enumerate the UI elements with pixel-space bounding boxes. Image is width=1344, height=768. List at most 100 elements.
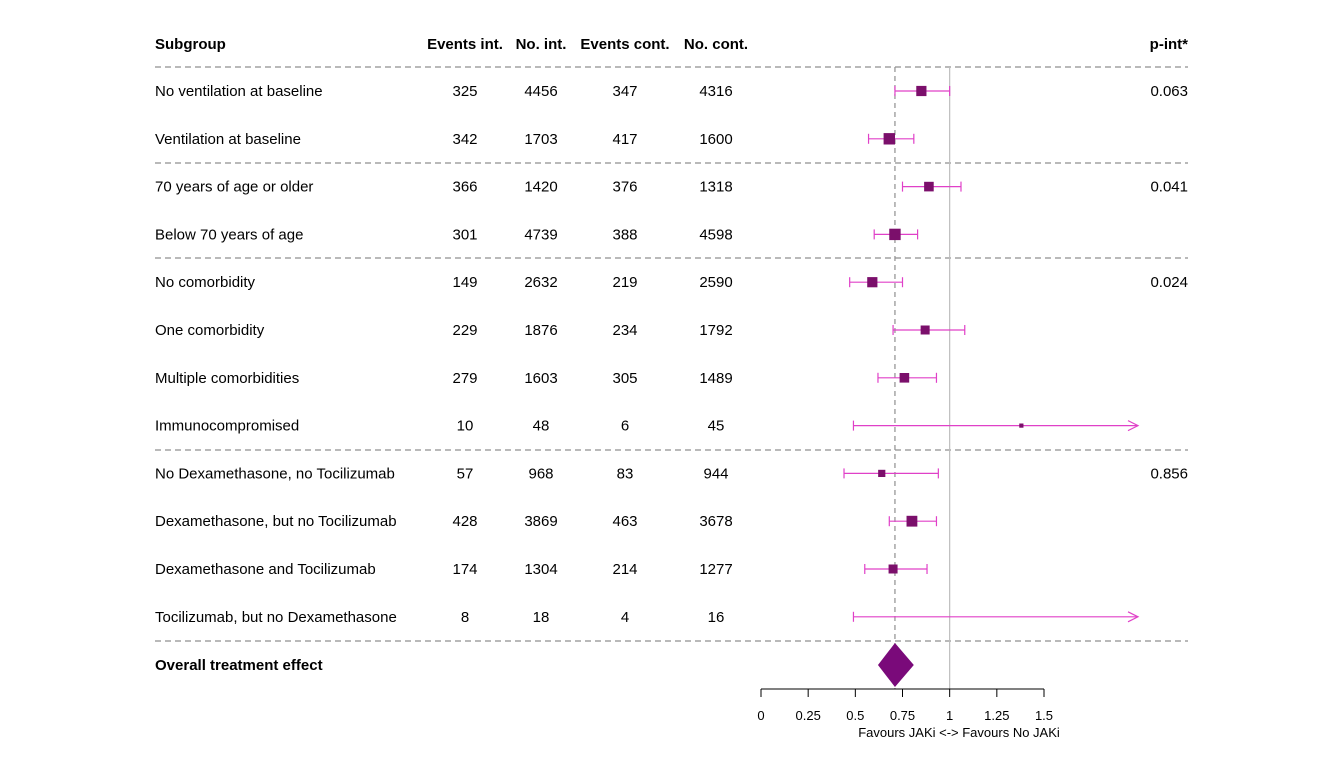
cell-events-int: 366 bbox=[452, 179, 477, 196]
confidence-interval bbox=[852, 611, 1140, 623]
subgroup-label: Ventilation at baseline bbox=[155, 131, 301, 148]
subgroup-label: No Dexamethasone, no Tocilizumab bbox=[155, 465, 395, 482]
subgroup-label: Tocilizumab, but no Dexamethasone bbox=[155, 609, 397, 626]
header-no-cont: No. cont. bbox=[684, 36, 748, 53]
cell-p-int: 0.856 bbox=[1150, 465, 1188, 482]
table-row: No ventilation at baseline 325 4456 347 4316… bbox=[155, 83, 1188, 100]
header-events-cont: Events cont. bbox=[580, 36, 669, 53]
cell-no-cont: 45 bbox=[708, 418, 725, 435]
cell-events-cont: 388 bbox=[612, 226, 637, 243]
table-row: Below 70 years of age 301 4739 388 4598 bbox=[155, 226, 733, 243]
cell-events-int: 301 bbox=[452, 226, 477, 243]
table-row: No comorbidity 149 2632 219 2590 0.024 bbox=[155, 274, 1188, 291]
x-tick-label: 0.25 bbox=[796, 708, 821, 723]
cell-p-int: 0.041 bbox=[1150, 179, 1188, 196]
point-estimate bbox=[878, 469, 886, 477]
table-row: Dexamethasone, but no Tocilizumab 428 3869… bbox=[155, 513, 733, 530]
table-row: No Dexamethasone, no Tocilizumab 57 968 83 9… bbox=[155, 465, 1188, 482]
point-estimate bbox=[906, 515, 918, 527]
cell-events-cont: 6 bbox=[621, 418, 629, 435]
x-tick-label: 0.5 bbox=[846, 708, 864, 723]
cell-events-cont: 234 bbox=[612, 322, 637, 339]
x-tick-label: 1.5 bbox=[1035, 708, 1053, 723]
cell-events-int: 57 bbox=[457, 465, 474, 482]
table-row: Ventilation at baseline 342 1703 417 1600 bbox=[155, 131, 733, 148]
cell-no-cont: 2590 bbox=[699, 274, 732, 291]
overall-diamond bbox=[877, 643, 914, 687]
cell-no-int: 4739 bbox=[524, 226, 557, 243]
cell-events-cont: 305 bbox=[612, 370, 637, 387]
cell-no-int: 1420 bbox=[524, 179, 557, 196]
cell-no-cont: 1318 bbox=[699, 179, 732, 196]
cell-no-int: 18 bbox=[533, 609, 550, 626]
header-no-int: No. int. bbox=[516, 36, 567, 53]
point-estimate bbox=[867, 277, 878, 288]
cell-events-int: 149 bbox=[452, 274, 477, 291]
cell-events-int: 342 bbox=[452, 131, 477, 148]
cell-no-int: 2632 bbox=[524, 274, 557, 291]
cell-no-int: 1876 bbox=[524, 322, 557, 339]
cell-p-int: 0.063 bbox=[1150, 83, 1188, 100]
table-row: 70 years of age or older 366 1420 376 1318 0.… bbox=[155, 179, 1188, 196]
cell-no-cont: 1489 bbox=[699, 370, 732, 387]
subgroup-label: Multiple comorbidities bbox=[155, 370, 299, 387]
cell-no-int: 1603 bbox=[524, 370, 557, 387]
cell-events-cont: 417 bbox=[612, 131, 637, 148]
plot-layer bbox=[843, 67, 1140, 689]
cell-no-cont: 16 bbox=[708, 609, 725, 626]
ci-arrow-icon bbox=[1127, 611, 1140, 623]
subgroup-label: No ventilation at baseline bbox=[155, 83, 323, 100]
cell-events-int: 10 bbox=[457, 418, 474, 435]
subgroup-label: Dexamethasone, but no Tocilizumab bbox=[155, 513, 397, 530]
cell-events-cont: 376 bbox=[612, 179, 637, 196]
cell-events-int: 428 bbox=[452, 513, 477, 530]
rows-layer: No ventilation at baseline 325 4456 347 4316… bbox=[155, 66, 1188, 674]
point-estimate bbox=[920, 325, 930, 335]
cell-events-cont: 219 bbox=[612, 274, 637, 291]
cell-no-int: 968 bbox=[528, 465, 553, 482]
confidence-interval bbox=[852, 420, 1140, 432]
header-events-int: Events int. bbox=[427, 36, 503, 53]
point-estimate bbox=[899, 373, 910, 383]
point-estimate bbox=[1019, 423, 1024, 428]
x-axis-label: Favours JAKi <-> Favours No JAKi bbox=[858, 725, 1060, 740]
subgroup-label: One comorbidity bbox=[155, 322, 265, 339]
cell-events-int: 325 bbox=[452, 83, 477, 100]
cell-events-int: 174 bbox=[452, 561, 477, 578]
cell-no-cont: 1792 bbox=[699, 322, 732, 339]
cell-no-int: 4456 bbox=[524, 83, 557, 100]
cell-events-int: 8 bbox=[461, 609, 469, 626]
cell-no-int: 3869 bbox=[524, 513, 557, 530]
overall-label: Overall treatment effect bbox=[155, 657, 323, 674]
subgroup-label: Below 70 years of age bbox=[155, 226, 303, 243]
cell-no-cont: 944 bbox=[703, 465, 728, 482]
cell-events-cont: 4 bbox=[621, 609, 629, 626]
subgroup-label: 70 years of age or older bbox=[155, 179, 313, 196]
header-subgroup: Subgroup bbox=[155, 36, 226, 53]
cell-no-cont: 3678 bbox=[699, 513, 732, 530]
table-row: One comorbidity 229 1876 234 1792 bbox=[155, 322, 733, 339]
table-row: Multiple comorbidities 279 1603 305 1489 bbox=[155, 370, 733, 387]
subgroup-label: No comorbidity bbox=[155, 274, 256, 291]
x-tick-label: 1.25 bbox=[984, 708, 1009, 723]
cell-no-cont: 4598 bbox=[699, 226, 732, 243]
table-row: Dexamethasone and Tocilizumab 174 1304 214 1… bbox=[155, 561, 733, 578]
point-estimate bbox=[883, 133, 895, 145]
cell-events-int: 279 bbox=[452, 370, 477, 387]
x-tick-label: 1 bbox=[946, 708, 953, 723]
header-p-int: p-int* bbox=[1150, 36, 1188, 53]
subgroup-label: Immunocompromised bbox=[155, 418, 299, 435]
point-estimate bbox=[889, 228, 901, 241]
point-estimate bbox=[924, 181, 934, 192]
ci-arrow-icon bbox=[1127, 420, 1140, 432]
point-estimate bbox=[888, 564, 898, 574]
cell-no-int: 1703 bbox=[524, 131, 557, 148]
cell-events-cont: 83 bbox=[617, 465, 634, 482]
cell-events-cont: 347 bbox=[612, 83, 637, 100]
x-axis: 0 0.25 0.5 0.75 1 1.25 1.5 bbox=[757, 688, 1053, 723]
table-row: Tocilizumab, but no Dexamethasone 8 18 4 16 bbox=[155, 609, 724, 626]
cell-events-cont: 214 bbox=[612, 561, 637, 578]
cell-events-cont: 463 bbox=[612, 513, 637, 530]
x-tick-label: 0 bbox=[757, 708, 764, 723]
